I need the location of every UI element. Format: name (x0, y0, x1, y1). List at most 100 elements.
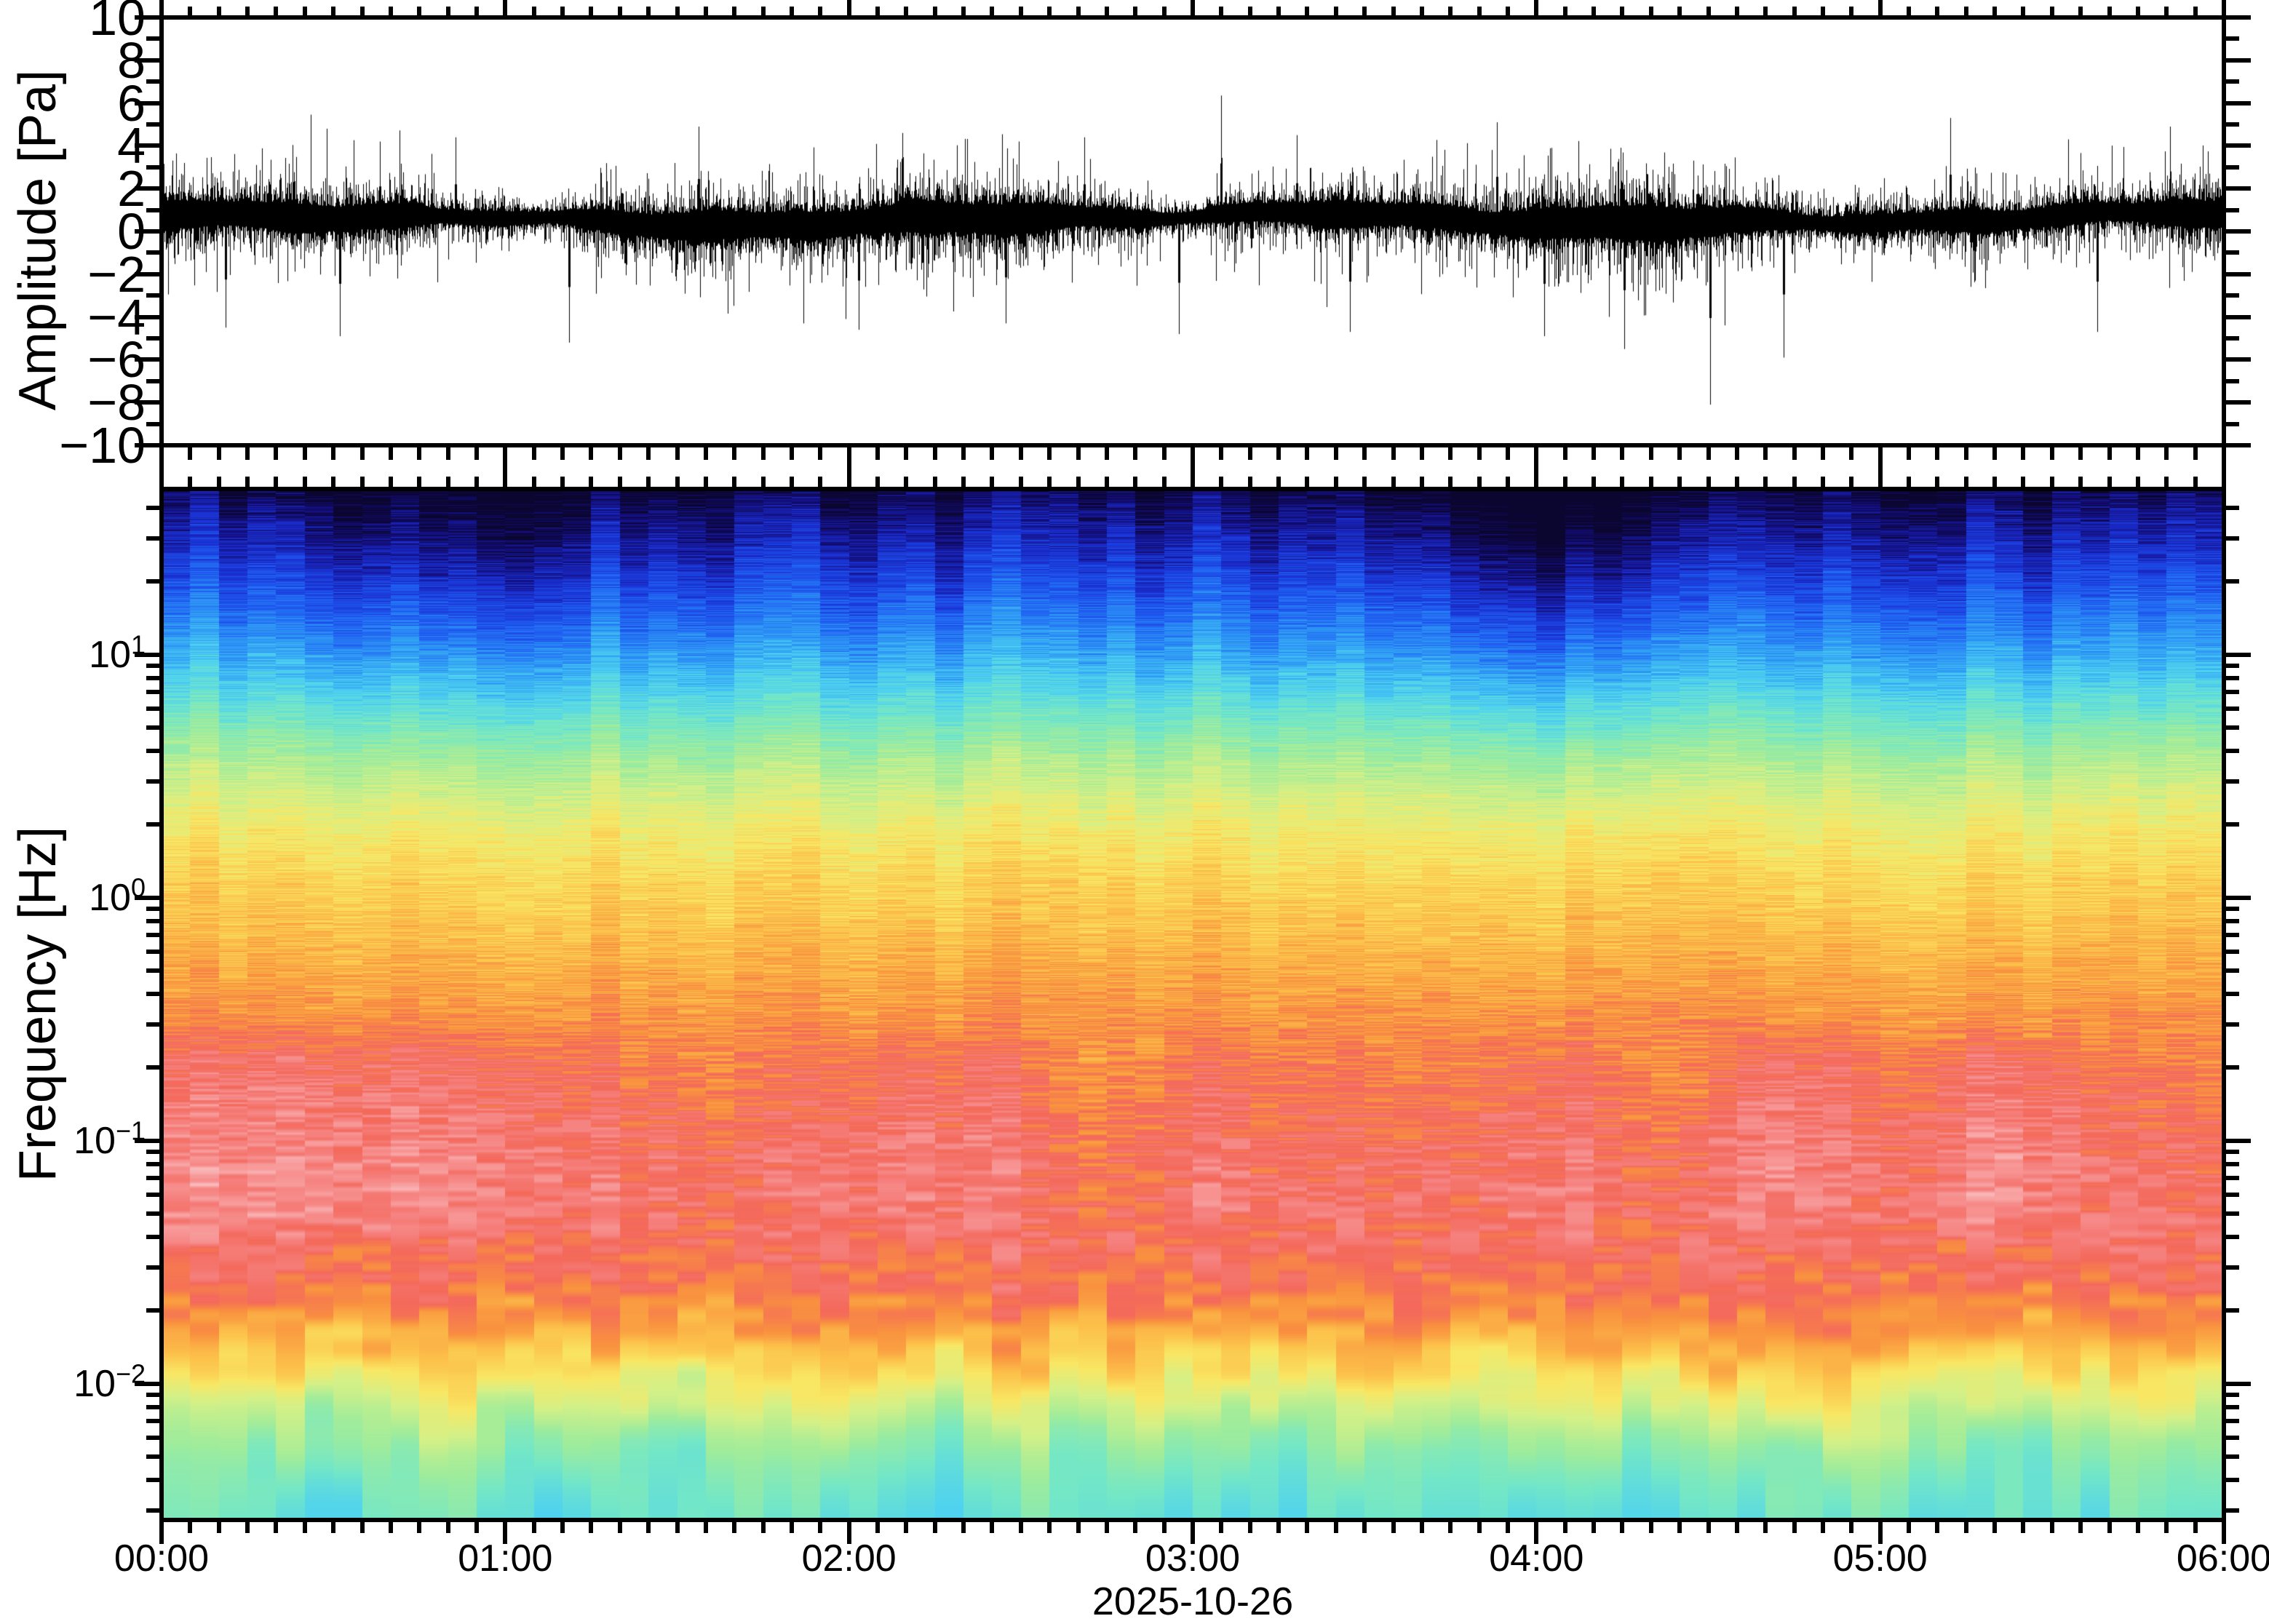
time-minor-tick (1018, 447, 1023, 460)
time-tick-label: 02:00 (801, 1537, 897, 1580)
frequency-minor-tick (146, 1022, 159, 1027)
time-minor-tick (732, 477, 737, 487)
time-minor-tick (2049, 447, 2054, 460)
time-minor-tick (560, 477, 565, 487)
time-minor-tick (1305, 477, 1310, 487)
time-minor-tick (445, 1522, 450, 1533)
time-minor-tick (1247, 1522, 1252, 1533)
time-minor-tick (474, 447, 479, 460)
time-minor-tick (1820, 1522, 1825, 1533)
time-minor-tick (1333, 1522, 1338, 1533)
frequency-decade-tick (135, 652, 159, 657)
amplitude-minor-tick (2226, 336, 2239, 341)
frequency-minor-tick (2226, 1161, 2239, 1166)
time-minor-tick (274, 1522, 279, 1533)
amplitude-major-tick (2226, 357, 2251, 362)
time-minor-tick (932, 477, 937, 487)
time-minor-tick (388, 7, 393, 15)
amplitude-tick-label: −10 (59, 417, 146, 474)
time-major-tick (503, 468, 508, 487)
frequency-minor-tick (146, 578, 159, 584)
time-minor-tick (531, 477, 536, 487)
time-major-tick (2222, 1522, 2226, 1544)
frequency-minor-tick (146, 1404, 159, 1409)
frequency-minor-tick (146, 506, 159, 511)
frequency-tick-label: 10−2 (73, 1358, 146, 1405)
time-minor-tick (1161, 7, 1167, 15)
time-minor-tick (1648, 447, 1653, 460)
time-minor-tick (1592, 447, 1597, 460)
time-minor-tick (2193, 7, 2198, 15)
frequency-minor-tick (146, 1508, 159, 1513)
time-minor-tick (904, 7, 909, 15)
time-minor-tick (1992, 7, 1998, 15)
time-minor-tick (1419, 447, 1424, 460)
amplitude-tick-label: −2 (87, 245, 146, 303)
time-minor-tick (1562, 447, 1567, 460)
time-minor-tick (675, 447, 680, 460)
time-minor-tick (675, 477, 680, 487)
time-minor-tick (445, 477, 450, 487)
time-minor-tick (331, 7, 336, 15)
frequency-decade-tick (2226, 895, 2251, 900)
time-major-tick (1534, 0, 1539, 15)
frequency-minor-tick (146, 1192, 159, 1197)
time-major-tick (503, 0, 508, 15)
frequency-tick-label: 10−1 (73, 1115, 146, 1162)
time-minor-tick (1592, 477, 1597, 487)
amplitude-tick-label: −6 (87, 331, 146, 389)
time-minor-tick (589, 7, 594, 15)
frequency-minor-tick (146, 779, 159, 784)
time-tick-label: 06:00 (2176, 1537, 2269, 1580)
time-minor-tick (1992, 447, 1998, 460)
time-minor-tick (2164, 7, 2169, 15)
time-major-tick (1534, 1522, 1539, 1544)
frequency-minor-tick (146, 1176, 159, 1181)
time-minor-tick (1247, 7, 1252, 15)
time-minor-tick (1391, 447, 1396, 460)
time-minor-tick (1305, 447, 1310, 460)
time-minor-tick (732, 1522, 737, 1533)
time-minor-tick (216, 447, 221, 460)
time-minor-tick (302, 477, 307, 487)
time-minor-tick (274, 447, 279, 460)
time-minor-tick (1305, 1522, 1310, 1533)
time-minor-tick (1734, 1522, 1739, 1533)
frequency-minor-tick (146, 1307, 159, 1313)
time-minor-tick (245, 447, 250, 460)
time-minor-tick (617, 477, 622, 487)
time-minor-tick (1047, 447, 1052, 460)
time-minor-tick (2078, 1522, 2083, 1533)
amplitude-major-tick (2226, 186, 2251, 191)
frequency-tick-label: 100 (89, 872, 146, 919)
time-minor-tick (1849, 447, 1854, 460)
time-minor-tick (2164, 477, 2169, 487)
time-minor-tick (932, 1522, 937, 1533)
time-minor-tick (1562, 1522, 1567, 1533)
time-minor-tick (188, 7, 193, 15)
time-minor-tick (1907, 1522, 1912, 1533)
amplitude-minor-tick (146, 164, 159, 170)
amplitude-major-tick (2226, 443, 2251, 447)
time-minor-tick (2078, 7, 2083, 15)
amplitude-major-tick (135, 143, 159, 148)
amplitude-minor-tick (146, 36, 159, 41)
time-minor-tick (474, 1522, 479, 1533)
time-minor-tick (1448, 1522, 1453, 1533)
amplitude-major-tick (135, 57, 159, 63)
time-minor-tick (1620, 447, 1625, 460)
time-minor-tick (1792, 477, 1797, 487)
time-minor-tick (1305, 7, 1310, 15)
frequency-minor-tick (146, 918, 159, 923)
frequency-minor-tick (2226, 706, 2239, 711)
time-minor-tick (732, 7, 737, 15)
time-minor-tick (1620, 7, 1625, 15)
amplitude-major-tick (2226, 229, 2251, 234)
time-minor-tick (1734, 7, 1739, 15)
frequency-minor-tick (146, 663, 159, 668)
date-label: 2025-10-26 (1092, 1580, 1294, 1623)
time-minor-tick (1276, 447, 1281, 460)
frequency-minor-tick (146, 821, 159, 827)
time-minor-tick (560, 7, 565, 15)
time-minor-tick (359, 447, 365, 460)
